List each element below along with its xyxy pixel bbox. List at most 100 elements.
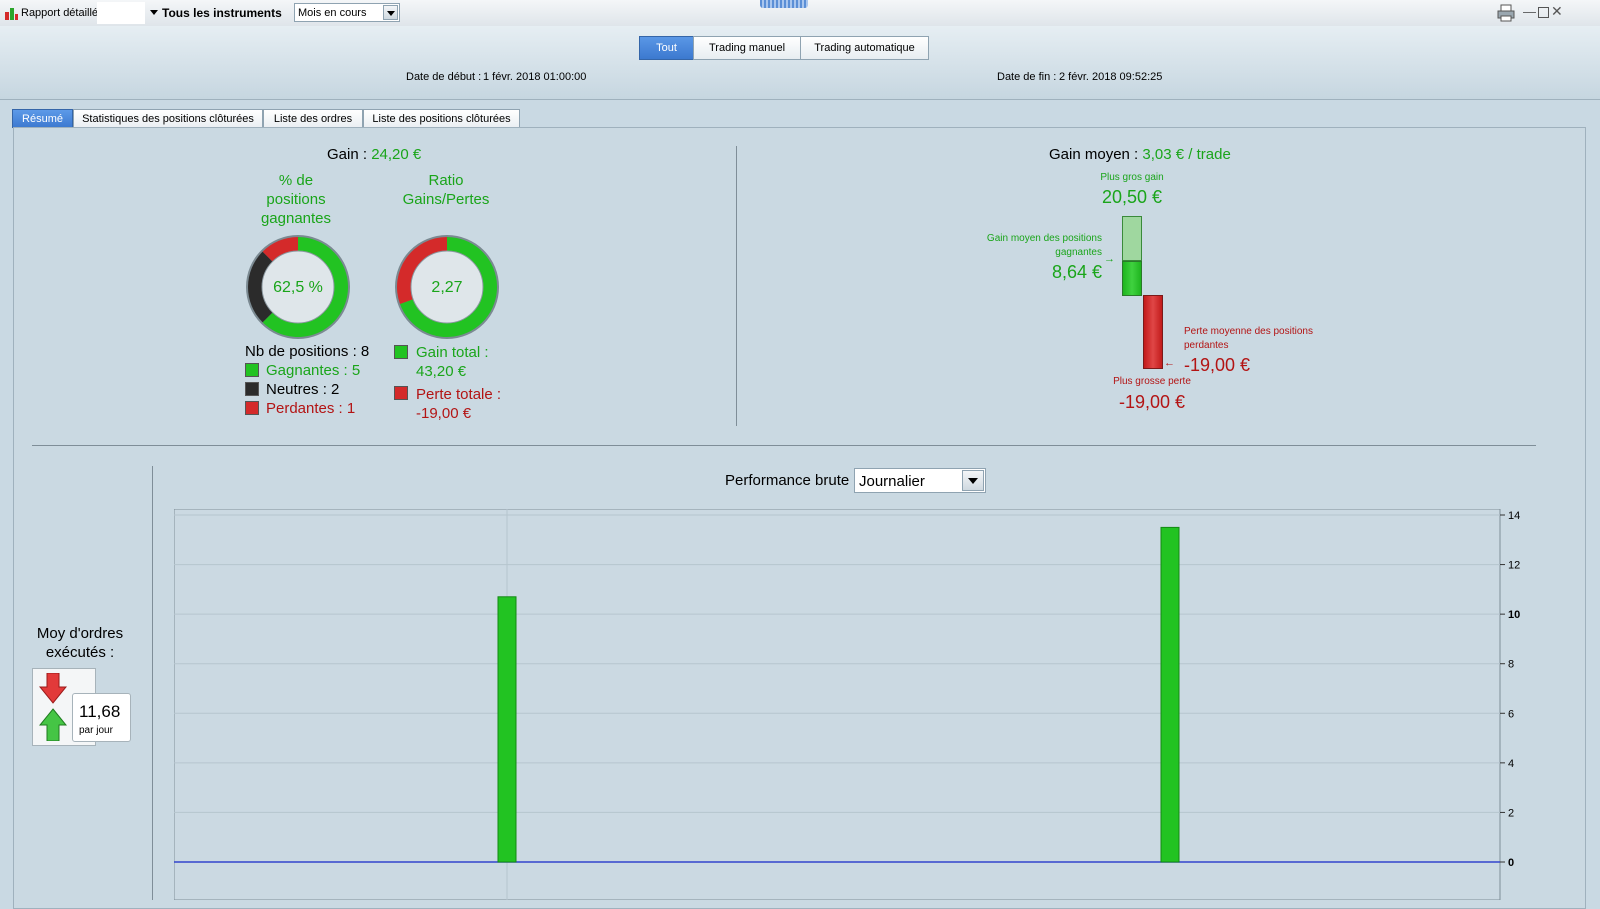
win-percent-value: 62,5 % — [273, 279, 323, 296]
window-drag-handle[interactable] — [760, 0, 808, 8]
instruments-dropdown-icon[interactable] — [150, 10, 158, 15]
win-percent-donut: 62,5 % — [246, 235, 350, 339]
chevron-down-icon — [387, 11, 395, 16]
end-date-value: 2 févr. 2018 09:52:25 — [1059, 71, 1163, 83]
loss-total-value: -19,00 € — [416, 405, 472, 422]
win-percent-title-line2: positions — [266, 191, 326, 208]
end-date-label: Date de fin : — [997, 71, 1057, 83]
gain-total-label: Gain total : — [416, 344, 489, 361]
chart-bar — [497, 596, 517, 863]
performance-dropdown-button[interactable] — [962, 470, 984, 491]
orders-average-title-line2: exécutés : — [45, 644, 115, 661]
tab-orders-list[interactable]: Liste des ordres — [263, 109, 363, 128]
avg-loss-label: Perte moyenne des positions perdantes — [1184, 325, 1344, 353]
y-tick-label: 14 — [1508, 510, 1520, 522]
win-percent-title-line3: gagnantes — [260, 210, 332, 227]
gain-total-value: 43,20 € — [416, 363, 467, 380]
max-loss-label: Plus grosse perte — [1113, 376, 1191, 387]
y-tick-label: 8 — [1508, 659, 1514, 671]
win-percent-title-line1: % de — [278, 172, 314, 189]
max-gain-label: Plus gros gain — [1100, 172, 1164, 183]
orders-average-value: 11,68 — [79, 702, 121, 721]
y-tick-label: 0 — [1508, 857, 1514, 869]
y-tick-label: 6 — [1508, 708, 1514, 720]
orders-average-title: Moy d'ordres exécutés : — [20, 624, 140, 662]
average-gain-label: Gain moyen : — [1049, 146, 1139, 163]
avg-loss-bar — [1143, 295, 1163, 369]
vertical-divider — [736, 146, 737, 426]
win-percent-title: % de positions gagnantes — [246, 171, 346, 228]
print-icon[interactable] — [1497, 4, 1515, 22]
start-date-label: Date de début : — [406, 71, 482, 83]
period-select[interactable]: Mois en cours — [294, 3, 400, 22]
performance-chart: 0 2 4 6 8 10 12 14 — [174, 509, 1520, 900]
avg-win-value: 8,64 € — [1051, 262, 1102, 282]
orders-average-title-line1: Moy d'ordres — [36, 625, 124, 642]
avg-win-label-line1: Gain moyen des positions — [986, 233, 1102, 244]
filter-all-button[interactable]: Tout — [639, 36, 694, 60]
gain-total-swatch — [394, 345, 408, 359]
avg-win-arrow-icon: → — [1104, 253, 1115, 265]
gain-label: Gain : — [327, 146, 368, 163]
avg-win-label: Gain moyen des positions gagnantes — [950, 232, 1102, 260]
y-tick-label: 4 — [1508, 758, 1514, 770]
y-tick-label: 12 — [1508, 560, 1520, 572]
orders-divider — [152, 466, 153, 900]
performance-label: Performance brute — [725, 472, 850, 489]
chart-plot-area — [174, 509, 1501, 900]
close-icon[interactable]: ✕ — [1551, 3, 1563, 19]
gain-value: 24,20 € — [371, 146, 422, 163]
losing-legend-swatch — [245, 401, 259, 415]
period-dropdown-button[interactable] — [383, 5, 398, 20]
report-label: Rapport détaillé — [21, 7, 99, 19]
loss-total-swatch — [394, 386, 408, 400]
gain-total: Gain total : 43,20 € — [416, 343, 489, 381]
ratio-donut: 2,27 — [395, 235, 499, 339]
max-loss-value: -19,00 € — [1118, 392, 1186, 412]
tab-closed-position-stats[interactable]: Statistiques des positions clôturées — [73, 109, 263, 128]
max-gain-bar — [1122, 216, 1142, 261]
y-tick-label: 2 — [1508, 807, 1514, 819]
neutral-count: Neutres : 2 — [266, 381, 340, 398]
average-gain: Gain moyen : 3,03 € / trade — [1049, 146, 1231, 163]
account-field[interactable] — [97, 2, 145, 24]
avg-loss-label-line2: perdantes — [1184, 340, 1229, 351]
tab-closed-positions-list[interactable]: Liste des positions clôturées — [363, 109, 520, 128]
instruments-selector[interactable]: Tous les instruments — [162, 6, 282, 20]
period-select-value: Mois en cours — [298, 7, 367, 19]
ratio-title: Ratio Gains/Pertes — [394, 171, 498, 209]
avg-loss-label-line1: Perte moyenne des positions — [1184, 326, 1313, 337]
ratio-title-line1: Ratio — [428, 172, 464, 189]
performance-period-select[interactable]: Journalier — [854, 468, 986, 493]
gain-summary: Gain : 24,20 € — [327, 146, 421, 163]
nb-positions: Nb de positions : 8 — [245, 343, 370, 360]
orders-average-unit: par jour — [79, 725, 113, 736]
y-tick-label: 10 — [1508, 609, 1520, 621]
max-gain-value: 20,50 € — [1101, 187, 1163, 207]
loss-total: Perte totale : -19,00 € — [416, 385, 501, 423]
order-arrows-icon — [39, 673, 67, 741]
tab-summary[interactable]: Résumé — [12, 109, 73, 128]
losing-count: Perdantes : 1 — [266, 400, 356, 417]
maximize-icon[interactable] — [1538, 7, 1549, 18]
winning-count: Gagnantes : 5 — [266, 362, 361, 379]
top-toolbar: Rapport détaillé Tous les instruments Mo… — [0, 0, 1600, 27]
start-date-value: 1 févr. 2018 01:00:00 — [483, 71, 587, 83]
chart-app-icon — [5, 8, 18, 20]
filter-auto-button[interactable]: Trading automatique — [800, 36, 929, 60]
neutral-legend-swatch — [245, 382, 259, 396]
avg-loss-arrow-icon: ← — [1164, 357, 1175, 369]
avg-win-bar — [1122, 261, 1142, 296]
filter-manual-button[interactable]: Trading manuel — [693, 36, 801, 60]
orders-value-card: 11,68 par jour — [72, 693, 131, 742]
minimize-icon[interactable]: — — [1523, 4, 1536, 19]
horizontal-divider — [32, 445, 1536, 446]
avg-win-label-line2: gagnantes — [1055, 247, 1102, 258]
winning-legend-swatch — [245, 363, 259, 377]
loss-total-label: Perte totale : — [416, 386, 502, 403]
chevron-down-icon — [968, 478, 978, 484]
ratio-title-line2: Gains/Pertes — [402, 191, 490, 208]
performance-period-value: Journalier — [859, 473, 925, 490]
average-gain-value: 3,03 € / trade — [1142, 146, 1231, 163]
avg-loss-value: -19,00 € — [1184, 355, 1251, 375]
